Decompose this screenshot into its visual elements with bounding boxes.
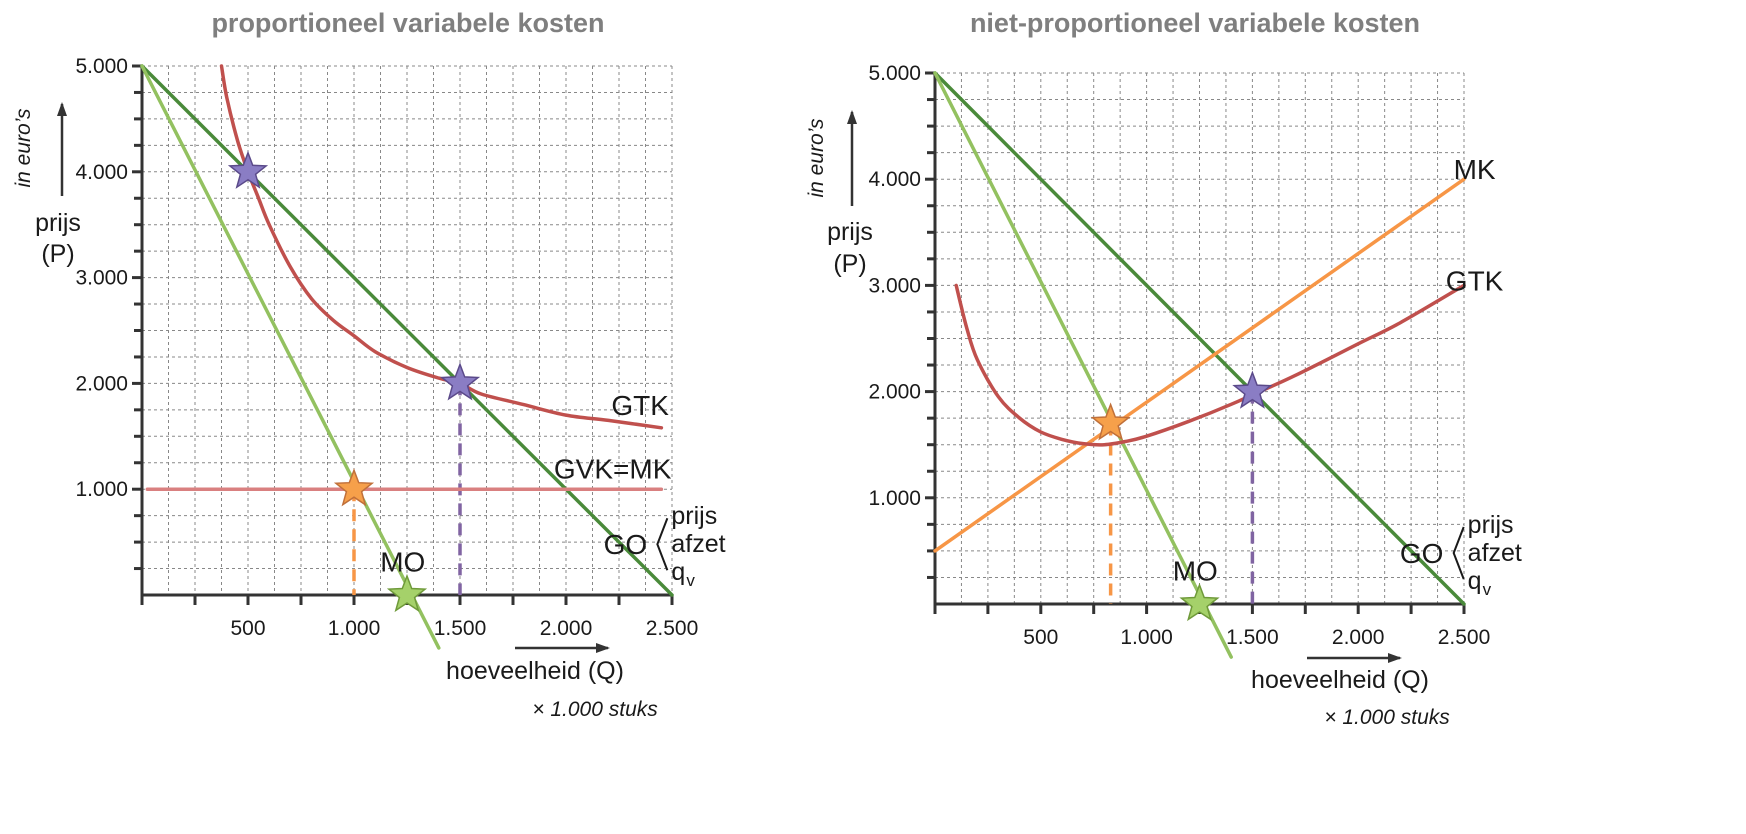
series-mk-line	[933, 177, 1466, 553]
x-tick-label: 1.000	[328, 617, 381, 640]
chart-niet-proportioneel: niet-proportioneel variabele kosten 1.000…	[805, 8, 1522, 729]
series-gtk-line	[219, 64, 664, 430]
go-item-subscript: v	[1483, 580, 1492, 599]
x-tick-label: 2.500	[646, 617, 699, 640]
curve-label: MO	[1173, 556, 1218, 587]
curve-label: GVK=MK	[554, 454, 672, 485]
intersection-star-marker	[1090, 402, 1131, 441]
x-tick-label: 1.000	[1120, 626, 1173, 649]
go-label: GO	[1400, 538, 1444, 569]
go-item-label: prijs	[671, 502, 717, 530]
curve-label: MO	[380, 547, 425, 578]
go-item-subscript: v	[686, 571, 695, 590]
x-axis-label: hoeveelheid (Q)	[1251, 666, 1429, 694]
x-tick-label: 500	[1023, 626, 1058, 649]
y-axis-label: prijs	[827, 218, 873, 246]
y-tick-label: 5.000	[868, 62, 921, 85]
x-unit-label: × 1.000 stuks	[532, 698, 658, 721]
x-unit-label: × 1.000 stuks	[1324, 706, 1450, 729]
go-brace	[656, 517, 669, 571]
x-tick-label: 1.500	[1226, 626, 1279, 649]
x-axis-label: hoeveelheid (Q)	[446, 657, 624, 685]
y-axis-label-symbol: (P)	[41, 240, 74, 268]
go-item-label: afzet	[1468, 539, 1522, 567]
go-item-label: afzet	[671, 530, 725, 558]
intersection-star-marker	[227, 150, 269, 189]
y-tick-label: 2.000	[868, 381, 921, 404]
intersection-star-marker	[386, 573, 428, 613]
intersection-star-marker	[333, 468, 375, 507]
series-go-line	[933, 71, 1466, 606]
y-tick-label: 1.000	[868, 487, 921, 510]
go-label: GO	[604, 529, 648, 560]
intersection-star-marker	[439, 362, 481, 401]
chart-title: proportioneel variabele kosten	[211, 8, 604, 38]
y-tick-label: 4.000	[75, 161, 128, 184]
chart-title: niet-proportioneel variabele kosten	[970, 8, 1420, 38]
y-unit-label: in euro’s	[805, 118, 828, 197]
y-tick-label: 1.000	[75, 478, 128, 501]
y-axis-label-symbol: (P)	[833, 250, 866, 278]
go-item-label: q	[671, 558, 685, 586]
go-item-label: q	[1468, 567, 1482, 595]
x-tick-label: 500	[230, 617, 265, 640]
y-tick-label: 4.000	[868, 168, 921, 191]
y-axis-label: prijs	[35, 209, 81, 237]
x-tick-label: 2.500	[1438, 626, 1491, 649]
y-tick-label: 3.000	[868, 274, 921, 297]
series-mo-line	[140, 64, 441, 650]
x-tick-label: 1.500	[434, 617, 487, 640]
curve-label: MK	[1454, 154, 1496, 185]
go-brace	[1452, 526, 1465, 580]
go-item-label: prijs	[1468, 511, 1514, 539]
curve-label: GTK	[1446, 266, 1504, 297]
x-tick-label: 2.000	[1332, 626, 1385, 649]
series-gtk-line	[954, 283, 1466, 447]
y-tick-label: 3.000	[75, 267, 128, 290]
curve-label: GTK	[611, 390, 669, 421]
y-tick-label: 2.000	[75, 372, 128, 395]
intersection-star-marker	[1232, 370, 1273, 409]
y-tick-label: 5.000	[75, 55, 128, 78]
series-mo-line	[933, 71, 1233, 659]
x-tick-label: 2.000	[540, 617, 593, 640]
y-unit-label: in euro’s	[12, 108, 35, 187]
chart-proportioneel: proportioneel variabele kosten 1.000 2.000…	[12, 8, 726, 721]
series-go-line	[140, 64, 674, 597]
intersection-star-marker	[1179, 582, 1220, 622]
